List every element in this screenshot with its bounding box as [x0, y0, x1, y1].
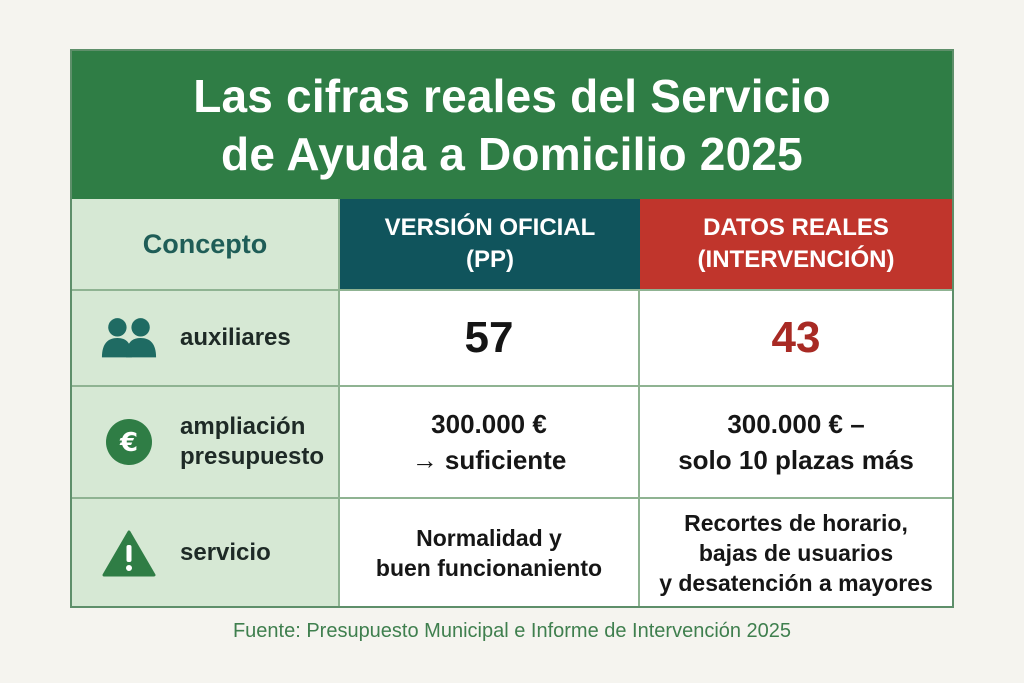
header-concept: Concepto: [72, 199, 340, 289]
row-auxiliares-concept: auxiliares: [72, 289, 340, 385]
row-auxiliares-real: 43: [640, 289, 952, 385]
row-auxiliares-official: 57: [340, 289, 640, 385]
real-presupuesto-line-2: solo 10 plazas más: [678, 445, 914, 475]
header-real-line-2: (INTERVENCIÓN): [697, 246, 895, 273]
title-line-2: de Ayuda a Domicilio 2025: [221, 128, 803, 180]
official-presupuesto-line-2: → suficiente: [411, 445, 567, 475]
row-servicio-real: Recortes de horario, bajas de usuarios y…: [640, 497, 952, 606]
header-official-line-1: VERSIÓN OFICIAL: [384, 214, 596, 241]
real-servicio-line-1: Recortes de horario,: [684, 509, 908, 536]
header-real: DATOS REALES (INTERVENCIÓN): [640, 199, 952, 289]
title-line-1: Las cifras reales del Servicio: [193, 70, 831, 122]
comparison-table: Concepto VERSIÓN OFICIAL (PP) DATOS REAL…: [72, 199, 952, 606]
real-presupuesto-line-1: 300.000 € –: [727, 409, 865, 439]
row-presupuesto-real: 300.000 € – solo 10 plazas más: [640, 385, 952, 497]
concept-label-presupuesto: ampliación presupuesto: [180, 412, 324, 472]
official-servicio-line-1: Normalidad y: [416, 524, 562, 551]
row-presupuesto-official: 300.000 € → suficiente: [340, 385, 640, 497]
euro-icon: €: [100, 417, 158, 467]
row-presupuesto-concept: € ampliación presupuesto: [72, 385, 340, 497]
title-banner: Las cifras reales del Servicio de Ayuda …: [72, 51, 952, 199]
page-title: Las cifras reales del Servicio de Ayuda …: [152, 67, 872, 183]
svg-text:€: €: [119, 428, 138, 458]
official-servicio-line-2: buen funcionaniento: [375, 554, 603, 581]
header-real-line-1: DATOS REALES: [703, 214, 889, 241]
concept-label-auxiliares: auxiliares: [180, 324, 291, 351]
real-servicio-line-3: y desatención a mayores: [659, 569, 933, 596]
source-note: Fuente: Presupuesto Municipal e Informe …: [232, 620, 792, 642]
official-value-auxiliares: 57: [464, 313, 514, 362]
real-servicio-line-2: bajas de usuarios: [698, 539, 894, 566]
concept-label-servicio: servicio: [180, 538, 271, 566]
warning-icon: [100, 528, 158, 578]
official-presupuesto-line-1: 300.000 €: [431, 409, 547, 439]
people-icon: [100, 313, 158, 363]
row-servicio-official: Normalidad y buen funcionaniento: [340, 497, 640, 606]
concept-label-presupuesto-line-2: presupuesto: [180, 443, 325, 470]
header-official: VERSIÓN OFICIAL (PP): [340, 199, 640, 289]
real-value-auxiliares: 43: [771, 313, 821, 362]
row-servicio-concept: servicio: [72, 497, 340, 606]
comparison-card: Las cifras reales del Servicio de Ayuda …: [70, 49, 954, 608]
header-official-line-2: (PP): [466, 246, 514, 273]
concept-label-presupuesto-line-1: ampliación: [180, 413, 306, 440]
